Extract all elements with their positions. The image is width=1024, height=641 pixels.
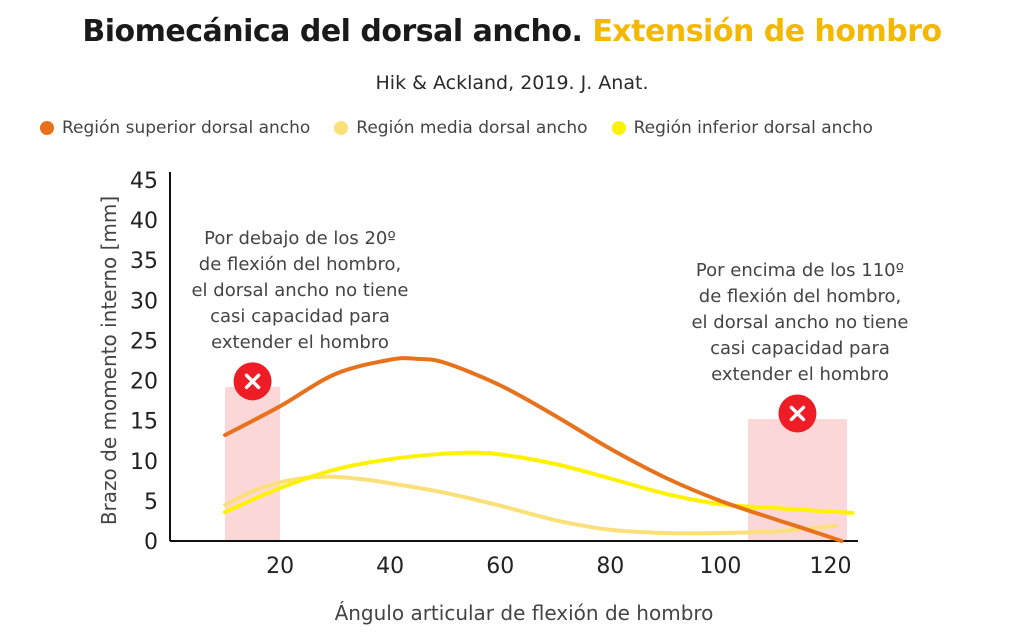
annotation-line: casi capacidad para	[210, 306, 390, 327]
chart-title: Biomecánica del dorsal ancho. Extensión …	[0, 14, 1024, 49]
y-tick-label: 0	[144, 530, 158, 555]
title-accent: Extensión de hombro	[592, 14, 942, 49]
close-icon	[244, 373, 261, 390]
annotation-line: extender el hombro	[211, 332, 389, 353]
shaded-zone-2	[747, 419, 847, 541]
annotation-line: el dorsal ancho no tiene	[691, 312, 908, 333]
y-tick-label: 10	[130, 450, 158, 475]
annotation-line: Por debajo de los 20º	[204, 228, 396, 249]
legend-label-inferior: Región inferior dorsal ancho	[633, 118, 873, 138]
legend-dot-inferior	[611, 121, 626, 135]
close-icon	[789, 405, 806, 422]
chart-subtitle: Hik & Ackland, 2019. J. Anat.	[375, 72, 649, 94]
x-tick-label: 40	[376, 554, 404, 579]
y-tick-label: 30	[130, 289, 158, 314]
series-line-inferior	[223, 450, 855, 515]
x-tick-label: 60	[486, 554, 514, 579]
annotation-line: de flexión del hombro,	[199, 254, 401, 275]
series-line-media	[223, 474, 838, 536]
x-tick-label: 100	[699, 554, 741, 579]
chart-legend: Región superior dorsal ancho Región medi…	[40, 118, 1000, 138]
annotation-line: de flexión del hombro,	[699, 286, 901, 307]
legend-item-media: Región media dorsal ancho	[334, 118, 588, 138]
legend-item-inferior: Región inferior dorsal ancho	[611, 118, 873, 138]
y-tick-label: 40	[130, 209, 158, 234]
series-line-superior	[223, 356, 844, 543]
x-axis-label: Ángulo articular de flexión de hombro	[335, 601, 714, 625]
y-tick-label: 25	[130, 329, 158, 354]
y-tick-label: 45	[130, 169, 158, 194]
y-tick-label: 5	[144, 490, 158, 515]
legend-item-superior: Región superior dorsal ancho	[40, 118, 310, 138]
annotation-line: el dorsal ancho no tiene	[191, 280, 408, 301]
legend-label-media: Región media dorsal ancho	[356, 118, 588, 138]
annotation-line: extender el hombro	[711, 364, 889, 385]
x-tick-label: 20	[266, 554, 294, 579]
annotation-line: Por encima de los 110º	[696, 260, 904, 281]
title-main: Biomecánica del dorsal ancho.	[82, 14, 583, 49]
legend-dot-superior	[40, 121, 54, 135]
legend-label-superior: Región superior dorsal ancho	[62, 118, 311, 138]
y-tick-label: 15	[130, 410, 158, 435]
legend-dot-media	[334, 121, 349, 135]
y-axis-label: Brazo de momento interno [mm]	[97, 196, 121, 525]
y-tick-label: 35	[130, 249, 158, 274]
annotation-line: casi capacidad para	[710, 338, 890, 359]
y-tick-label: 20	[130, 370, 158, 395]
x-tick-label: 80	[596, 554, 624, 579]
x-tick-label: 120	[809, 554, 851, 579]
